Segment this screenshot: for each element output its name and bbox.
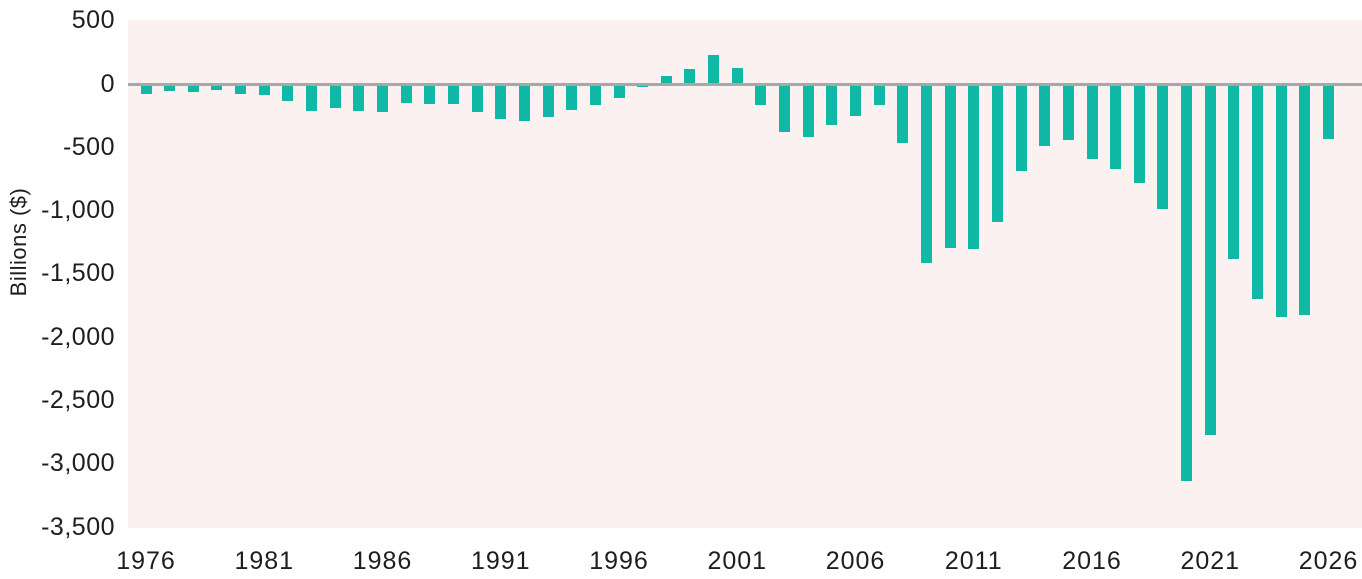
bar-2001 xyxy=(731,68,743,85)
bar-1981 xyxy=(258,84,270,95)
bar-2013 xyxy=(1015,84,1027,171)
bar-1986 xyxy=(377,84,388,113)
bar-1998 xyxy=(660,75,672,85)
bar-1994 xyxy=(566,84,578,111)
bar-1984 xyxy=(329,84,341,108)
bar-1979 xyxy=(211,84,223,90)
bar-1987 xyxy=(400,84,412,104)
bar-2022 xyxy=(1228,84,1240,259)
bar-2007 xyxy=(873,84,885,105)
bar-2006 xyxy=(850,84,861,116)
x-tick-label: 2026 xyxy=(1298,547,1359,575)
bar-1991 xyxy=(495,84,507,119)
y-tick-label: 0 xyxy=(100,69,115,98)
bar-1999 xyxy=(684,68,696,85)
y-tick-label: 500 xyxy=(71,6,115,35)
y-tick-label: -500 xyxy=(62,132,115,161)
bar-2018 xyxy=(1133,84,1145,184)
bar-2004 xyxy=(802,84,814,137)
bar-2014 xyxy=(1039,84,1051,146)
bar-1978 xyxy=(187,84,199,92)
bar-2010 xyxy=(944,84,956,249)
x-tick-label: 1986 xyxy=(352,547,413,575)
x-tick-label: 2021 xyxy=(1180,547,1241,575)
x-tick-label: 2001 xyxy=(707,547,768,575)
x-tick-label: 1976 xyxy=(116,547,176,575)
bar-2003 xyxy=(779,84,791,133)
y-tick-label: -2,000 xyxy=(41,322,115,351)
bar-1993 xyxy=(542,84,554,117)
bar-2017 xyxy=(1110,84,1122,169)
y-tick-label: -1,000 xyxy=(41,196,115,225)
x-tick-label: 1981 xyxy=(234,547,295,575)
bar-1988 xyxy=(424,84,436,105)
bar-1983 xyxy=(306,84,318,111)
bar-2023 xyxy=(1252,84,1264,299)
bar-2024 xyxy=(1275,84,1287,317)
bar-2008 xyxy=(897,84,909,143)
bar-2011 xyxy=(968,84,980,250)
bar-1989 xyxy=(447,84,459,104)
y-tick-label: -3,000 xyxy=(41,449,115,478)
x-tick-label: 2016 xyxy=(1062,547,1122,575)
bar-1980 xyxy=(235,84,247,94)
zero-axis-line xyxy=(128,83,1362,86)
y-tick-label: -3,500 xyxy=(41,512,115,541)
bar-2025 xyxy=(1299,84,1311,315)
bar-2005 xyxy=(826,84,838,125)
bar-2002 xyxy=(755,84,767,105)
y-tick-label: -2,500 xyxy=(41,385,115,414)
bar-1982 xyxy=(282,84,294,101)
x-tick-label: 1991 xyxy=(470,547,531,575)
y-tick-label: -1,500 xyxy=(41,259,115,288)
x-tick-label: 2006 xyxy=(825,547,886,575)
bar-2020 xyxy=(1181,84,1193,481)
bar-1977 xyxy=(164,84,176,92)
bar-2012 xyxy=(991,84,1003,223)
x-tick-label: 1996 xyxy=(589,547,649,575)
bar-2016 xyxy=(1086,84,1098,159)
bar-1995 xyxy=(589,84,601,106)
bar-2009 xyxy=(920,84,932,264)
bar-1985 xyxy=(353,84,365,112)
bar-2026 xyxy=(1323,84,1334,140)
bar-1996 xyxy=(613,84,625,99)
bar-2015 xyxy=(1062,84,1074,141)
bar-2019 xyxy=(1157,84,1169,210)
bar-2021 xyxy=(1204,84,1216,436)
bar-2000 xyxy=(708,54,720,85)
x-tick-label: 2011 xyxy=(944,547,1003,575)
bar-1992 xyxy=(518,84,530,122)
bar-1976 xyxy=(140,84,152,94)
bar-1990 xyxy=(471,84,483,113)
